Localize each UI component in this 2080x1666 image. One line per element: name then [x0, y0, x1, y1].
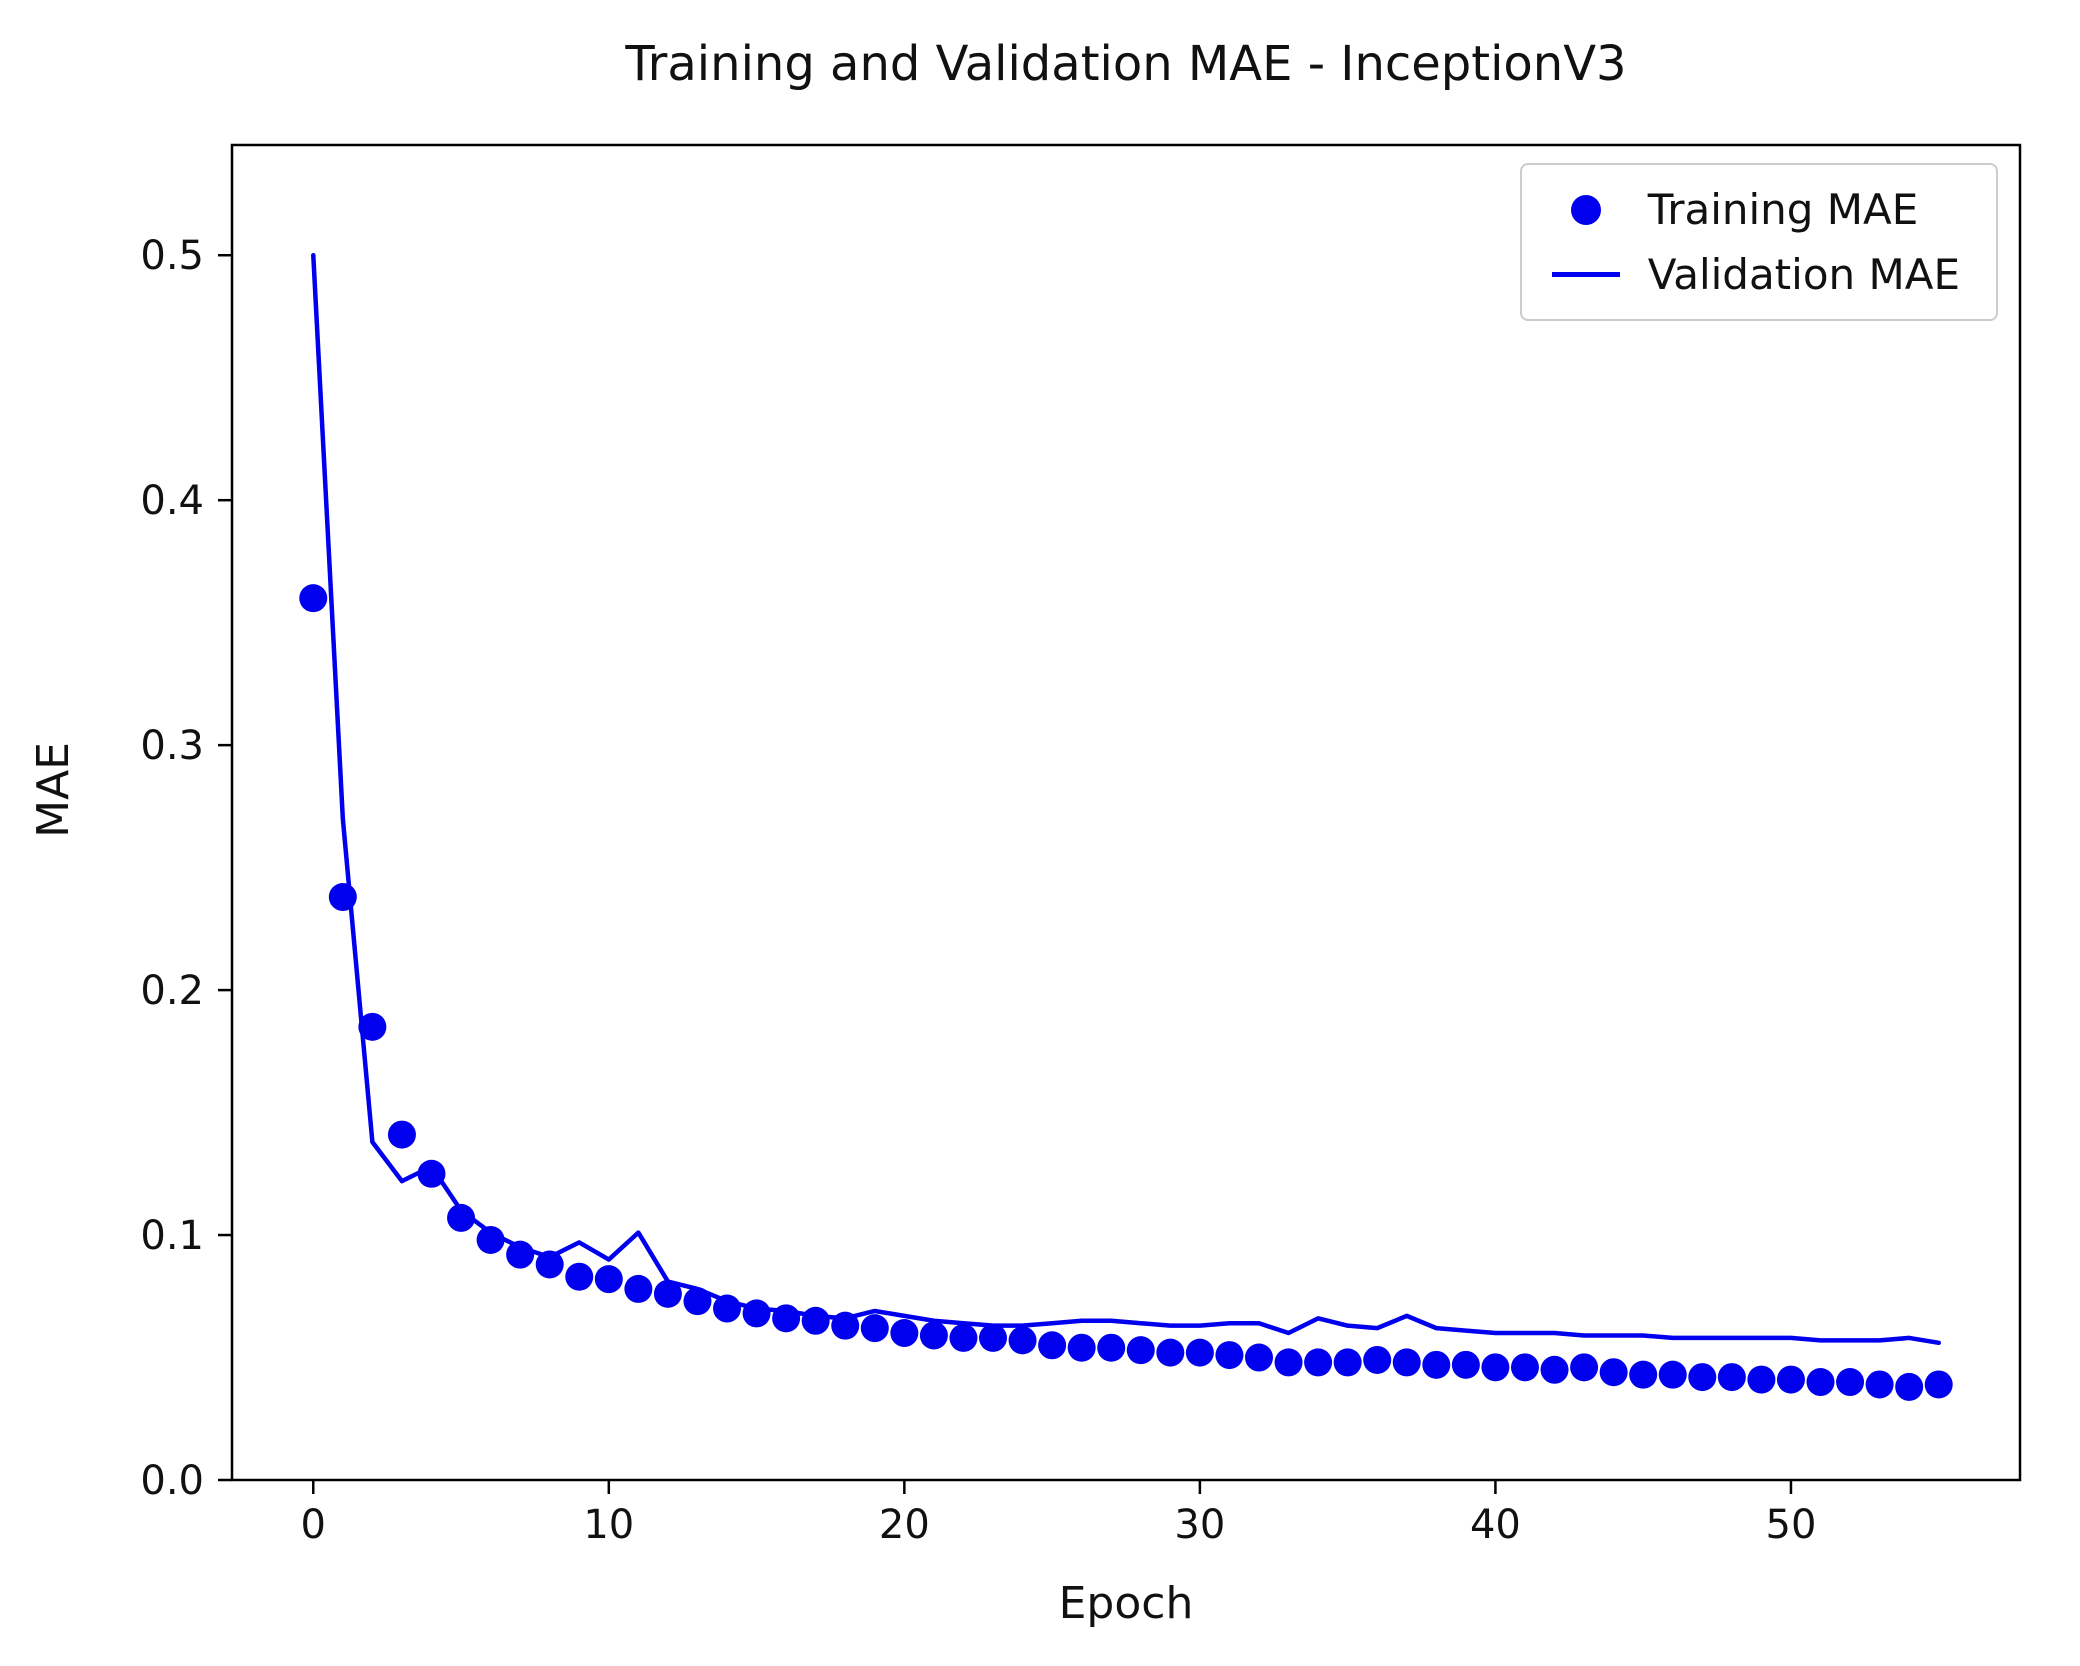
training-mae-point [1392, 1348, 1421, 1377]
training-mae-point [1806, 1368, 1835, 1397]
training-dot-marker-icon [1570, 194, 1601, 225]
training-mae-point [949, 1323, 978, 1352]
legend-label-validation: Validation MAE [1647, 250, 1960, 299]
legend-label-training: Training MAE [1647, 185, 1919, 234]
training-mae-point [1836, 1368, 1865, 1397]
y-tick-label: 0.3 [140, 723, 204, 769]
training-mae-point [919, 1321, 948, 1350]
training-mae-point [1895, 1372, 1924, 1401]
training-mae-point [1008, 1326, 1037, 1355]
training-mae-point [1688, 1363, 1717, 1392]
training-mae-point [742, 1299, 771, 1328]
training-mae-point [1304, 1348, 1333, 1377]
chart-title: Training and Validation MAE - InceptionV… [625, 36, 1627, 92]
training-mae-point [1570, 1353, 1599, 1382]
legend: Training MAE Validation MAE [1519, 163, 1998, 321]
training-mae-point [1510, 1353, 1539, 1382]
legend-item-training: Training MAE [1550, 185, 1960, 234]
training-mae-point [1924, 1370, 1953, 1399]
training-mae-point [713, 1294, 742, 1323]
training-mae-point [1363, 1345, 1392, 1374]
legend-item-validation: Validation MAE [1550, 250, 1960, 299]
training-mae-point [1747, 1365, 1776, 1394]
training-mae-point [1481, 1353, 1510, 1382]
training-mae-point [1658, 1360, 1687, 1389]
training-mae-point [1244, 1343, 1273, 1372]
x-tick-label: 30 [1174, 1502, 1225, 1548]
training-mae-point [358, 1012, 387, 1041]
training-mae-point [1451, 1350, 1480, 1379]
training-mae-point [535, 1250, 564, 1279]
training-mae-point [1126, 1336, 1155, 1365]
training-mae-point [1599, 1358, 1628, 1387]
y-tick-label: 0.1 [140, 1213, 204, 1259]
training-mae-point [683, 1287, 712, 1316]
training-mae-point [417, 1159, 446, 1188]
training-mae-point [1097, 1333, 1126, 1362]
x-tick-label: 40 [1470, 1502, 1521, 1548]
training-mae-point [1038, 1331, 1067, 1360]
training-mae-point [860, 1314, 889, 1343]
y-tick-label: 0.4 [140, 478, 204, 524]
training-mae-point [299, 584, 328, 613]
legend-marker-cell [1550, 194, 1622, 225]
y-tick-label: 0.2 [140, 968, 204, 1014]
training-mae-point [1776, 1365, 1805, 1394]
training-mae-point [801, 1306, 830, 1335]
training-mae-point [1185, 1338, 1214, 1367]
training-mae-point [1215, 1341, 1244, 1370]
validation-line-marker-icon [1551, 272, 1620, 277]
x-axis-label: Epoch [1058, 1578, 1194, 1629]
training-mae-point [476, 1225, 505, 1254]
training-mae-point [772, 1304, 801, 1333]
training-mae-point [1629, 1360, 1658, 1389]
validation-mae-line [311, 252, 1941, 1346]
training-mae-point [1333, 1348, 1362, 1377]
x-tick-label: 20 [879, 1502, 930, 1548]
training-mae-point [1274, 1348, 1303, 1377]
training-mae-point [1717, 1363, 1746, 1392]
training-mae-point [506, 1240, 535, 1269]
plot-border [230, 143, 2022, 1482]
training-mae-point [831, 1311, 860, 1340]
y-tick-label: 0.0 [140, 1458, 204, 1504]
training-mae-point [328, 883, 357, 912]
training-mae-point [1865, 1370, 1894, 1399]
training-mae-point [1156, 1338, 1185, 1367]
x-tick-label: 0 [301, 1502, 326, 1548]
legend-marker-cell [1550, 272, 1622, 277]
training-mae-point [387, 1120, 416, 1149]
training-mae-point [624, 1274, 653, 1303]
training-mae-point [653, 1279, 682, 1308]
training-mae-point [447, 1203, 476, 1232]
training-mae-point [1422, 1350, 1451, 1379]
training-mae-point [594, 1265, 623, 1294]
training-mae-point [890, 1319, 919, 1348]
x-tick-label: 50 [1766, 1502, 1817, 1548]
y-axis-label: MAE [28, 742, 79, 838]
training-mae-point [1540, 1355, 1569, 1384]
training-mae-point [1067, 1333, 1096, 1362]
x-tick-label: 10 [583, 1502, 634, 1548]
training-mae-point [979, 1323, 1008, 1352]
training-mae-point [565, 1262, 594, 1291]
y-tick-label: 0.5 [140, 233, 204, 279]
